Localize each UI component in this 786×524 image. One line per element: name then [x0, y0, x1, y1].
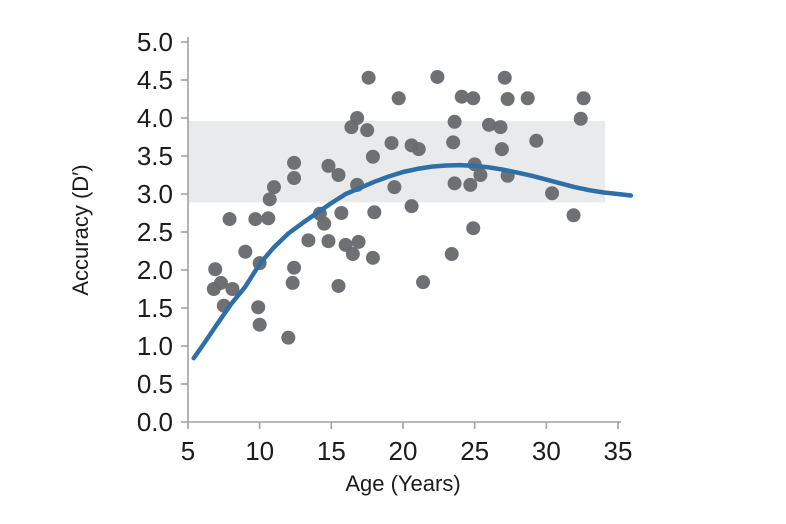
scatter-point [500, 92, 515, 106]
scatter-point [331, 278, 346, 293]
scatter-point [391, 91, 406, 106]
scatter-point [251, 300, 266, 315]
scatter-point [360, 123, 375, 138]
scatter-point [447, 114, 462, 129]
scatter-point [321, 234, 336, 249]
scatter-point [444, 247, 459, 262]
scatter-point [466, 221, 481, 236]
scatter-point [334, 206, 349, 220]
scatter-point [416, 275, 431, 290]
y-tick-label: 4.0 [137, 103, 173, 133]
scatter-point [331, 168, 346, 182]
scatter-point [238, 244, 253, 259]
y-tick-label: 1.0 [137, 331, 173, 361]
scatter-point [321, 158, 336, 173]
scatter-point [411, 142, 426, 157]
scatter-point [473, 168, 488, 182]
scatter-point [351, 234, 366, 249]
plot-area: 5.0 4.5 4.0 3.5 3.0 2.5 2.0 1.5 1.0 0.5 0.0 5 10 15 20… [137, 27, 634, 466]
scatter-point [566, 208, 581, 223]
y-tick-label: 0.0 [137, 407, 173, 437]
scatter-point [365, 149, 380, 164]
scatter-point [520, 91, 535, 106]
scatter-point [494, 142, 509, 157]
scatter-point [344, 120, 359, 135]
scatter-point [404, 199, 419, 214]
scatter-point [281, 330, 296, 345]
x-tick-label: 30 [532, 436, 561, 466]
scatter-point [222, 212, 237, 227]
scatter-point [447, 176, 462, 191]
scatter-point [285, 275, 300, 290]
y-tick-label: 5.0 [137, 27, 173, 57]
y-tick-label: 3.5 [137, 141, 173, 171]
scatter-point [267, 180, 281, 195]
scatter-point [466, 91, 481, 106]
scatter-point [387, 180, 402, 195]
scatter-point [287, 260, 302, 275]
y-tick-label: 4.5 [137, 65, 173, 95]
scatter-point [252, 317, 267, 332]
scatter-point [497, 70, 512, 85]
scatter-point [529, 133, 544, 148]
scatter-point [365, 250, 380, 265]
scatter-point [248, 212, 263, 227]
scatter-point [287, 171, 302, 186]
scatter-point [287, 155, 302, 170]
scatter-point [361, 70, 376, 85]
y-axis-title: Accuracy (D′) [68, 164, 93, 295]
scatter-point [317, 216, 332, 231]
x-axis-title: Age (Years) [345, 471, 460, 496]
x-tick-label: 5 [181, 436, 195, 466]
scatter-point [545, 186, 560, 201]
scatter-point [262, 192, 277, 207]
scatter-point [206, 282, 221, 296]
scatter-point [430, 69, 445, 84]
y-tick-label: 2.0 [137, 255, 173, 285]
y-tick-label: 3.0 [137, 179, 173, 209]
scatter-point [573, 111, 588, 126]
trend-line [191, 162, 634, 361]
scatter-point [384, 136, 399, 151]
scatter-point [261, 211, 276, 226]
scatter-point [301, 233, 316, 248]
scatter-point [576, 91, 591, 106]
scatter-point [367, 205, 382, 220]
scatter-point [454, 89, 469, 104]
y-tick-label: 1.5 [137, 293, 173, 323]
x-tick-label: 35 [604, 436, 633, 466]
x-tick-label: 20 [389, 436, 418, 466]
x-tick-label: 25 [460, 436, 489, 466]
scatter-point [482, 117, 496, 132]
scatter-point [446, 135, 461, 150]
scatter-point [345, 247, 360, 262]
y-tick-label: 2.5 [137, 217, 173, 247]
scatter-point [463, 177, 478, 192]
x-tick-label: 15 [317, 436, 346, 466]
scatter-point [493, 120, 508, 135]
scatter-point [208, 262, 223, 277]
x-tick-label: 10 [245, 436, 274, 466]
y-tick-label: 0.5 [137, 369, 173, 399]
scatter-point [225, 282, 240, 296]
